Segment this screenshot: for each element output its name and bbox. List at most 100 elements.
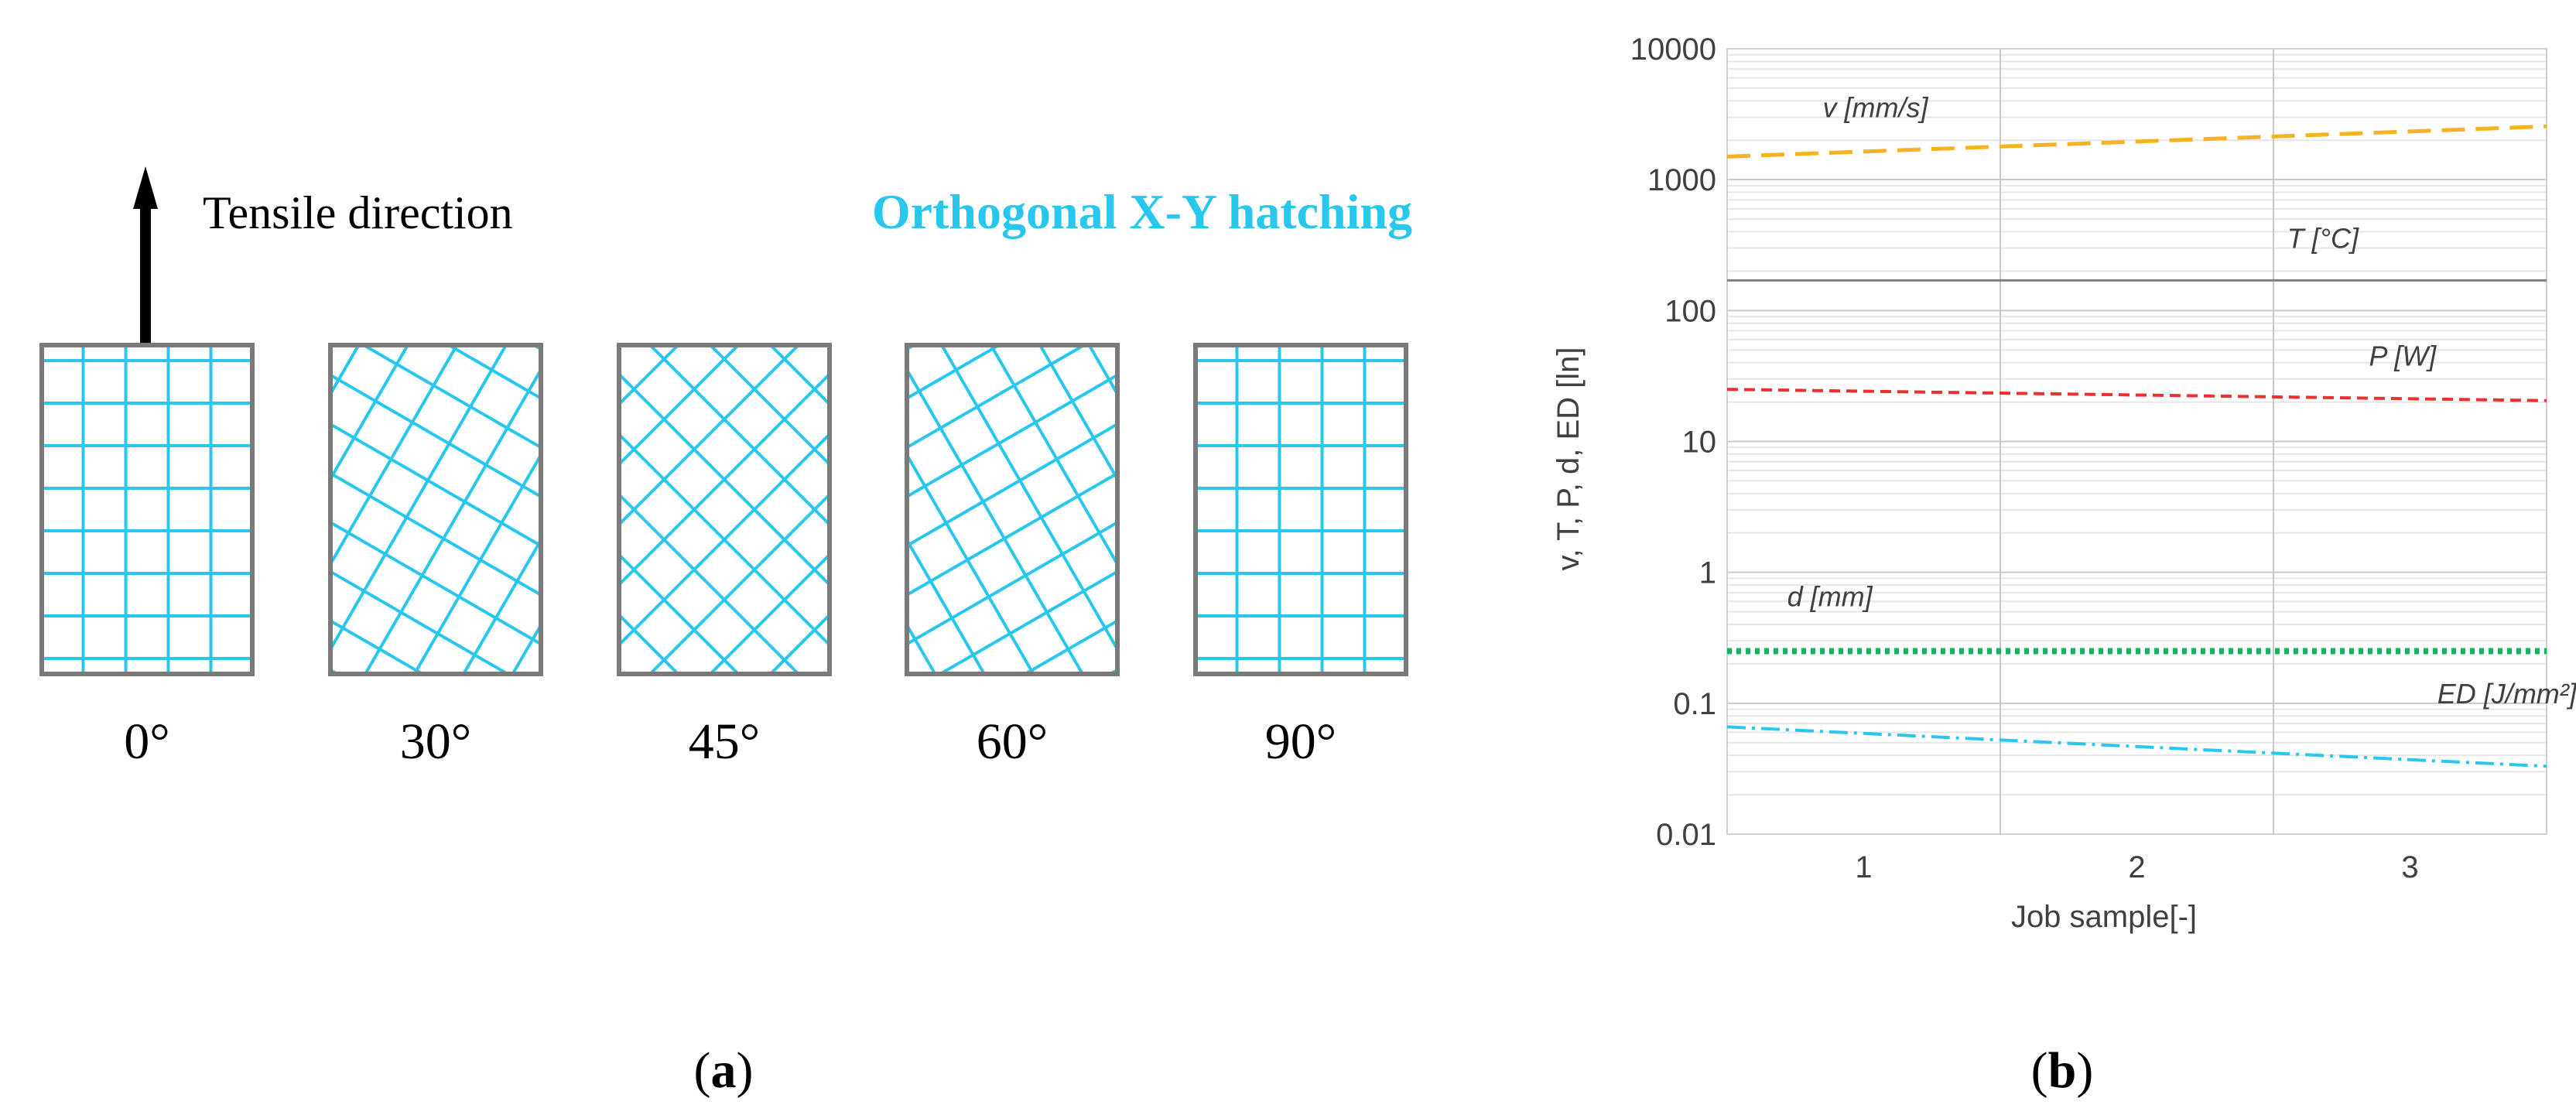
specimen-outline — [905, 343, 1120, 676]
angle-label-90: 90° — [1265, 713, 1336, 770]
hatch-line — [939, 345, 1117, 653]
panel-a-caption: (a) — [694, 1042, 754, 1099]
hatch-line — [165, 522, 712, 1069]
hatch-line — [907, 422, 1117, 548]
hatch-line — [907, 366, 1085, 674]
hatch-line — [619, 345, 621, 347]
series-label-v: v [mm/s] — [1823, 91, 1929, 123]
panel-b-caption-close: ) — [2076, 1042, 2093, 1099]
hatch-line — [461, 536, 541, 674]
series-label-t: T [°C] — [2287, 223, 2359, 255]
angle-label-45: 45° — [689, 713, 760, 770]
hatch-line — [539, 77, 1209, 463]
hatch-line — [858, 629, 1528, 1016]
hatch-line — [619, 345, 741, 467]
specimen-group — [0, 0, 1528, 1069]
angle-label-60: 60° — [977, 713, 1048, 770]
hatch-line — [39, 57, 426, 727]
hatch-line — [330, 422, 541, 548]
hatch-line — [330, 520, 541, 646]
hatch-line — [255, 432, 802, 979]
y-axis-title: v, T, P, d, ED [ln] — [1551, 347, 1586, 570]
hatch-line — [619, 371, 830, 587]
y-tick-label: 1000 — [1647, 163, 1716, 197]
panel-a-caption-open: ( — [694, 1042, 711, 1099]
hatch-line — [217, 114, 888, 501]
hatch-line — [475, 0, 1145, 353]
specimen-0 — [39, 343, 255, 676]
hatch-line — [330, 569, 511, 674]
specimen-outline — [1193, 343, 1408, 676]
specimen-outline — [617, 343, 832, 676]
hatch-line — [330, 471, 541, 597]
y-tick-label: 10000 — [1630, 32, 1716, 67]
hatch-line — [330, 345, 459, 568]
tensile-direction-arrow — [133, 166, 158, 345]
panel-b-caption: (b) — [2031, 1042, 2094, 1099]
hatch-line — [225, 10, 772, 557]
hatch-line — [936, 569, 1117, 674]
angle-label-30: 30° — [400, 713, 471, 770]
panel-b-caption-letter: b — [2048, 1042, 2077, 1099]
hatch-line — [330, 345, 508, 653]
y-tick-label: 0.1 — [1673, 687, 1716, 721]
specimen-outline — [39, 343, 255, 676]
hatch-line — [0, 593, 611, 980]
panel-a-hatching-schematic: Tensile direction Orthogonal X-Y hatchin… — [0, 0, 1528, 1099]
hatch-line — [0, 629, 590, 1016]
hatch-line — [1095, 15, 1482, 685]
hatch-line — [984, 79, 1371, 749]
hatch-line — [706, 0, 1254, 527]
hatch-line — [828, 345, 830, 347]
hatch-line — [1021, 618, 1117, 674]
specimen-45 — [165, 0, 1254, 1069]
hatch-line — [363, 366, 541, 674]
hatch-line — [676, 10, 1223, 557]
panel-b-chart: 0.01 0.1 1 10 100 1000 10000 1 2 3 v [mm/s] T [°C… — [1551, 32, 2576, 1099]
series-label-p: P [W] — [2369, 340, 2437, 371]
x-axis-title: Job sample[-] — [2011, 900, 2197, 934]
chart-frame — [1726, 48, 2547, 835]
panel-a-caption-letter: a — [711, 1042, 737, 1099]
hatch-line — [0, 0, 316, 664]
tensile-direction-label: Tensile direction — [203, 187, 513, 238]
hatch-line — [330, 373, 541, 499]
hatch-line — [989, 345, 1117, 568]
hatch-line — [708, 345, 830, 467]
hatch-line — [330, 345, 410, 483]
hatch-line — [0, 556, 632, 942]
x-tick-label: 2 — [2128, 850, 2145, 884]
hatch-line — [648, 345, 830, 527]
hatch-line — [907, 520, 1117, 646]
hatch-line — [907, 451, 1035, 674]
hatch-line — [255, 40, 802, 587]
series-labels: v [mm/s] T [°C] P [W] d [mm] ED [J/mm²] — [1787, 91, 2576, 709]
y-tick-labels: 0.01 0.1 1 10 100 1000 10000 — [1630, 32, 1716, 852]
hatch-line — [816, 556, 1486, 942]
chart-grid — [1727, 48, 2547, 835]
series-line-p — [1726, 388, 2547, 402]
y-tick-label: 1 — [1699, 556, 1716, 590]
hatch-line — [360, 345, 541, 450]
specimen-30 — [0, 0, 888, 1016]
hatch-line — [907, 345, 1088, 450]
hatch-line — [542, 334, 929, 1004]
hatch-line — [560, 114, 1230, 501]
y-tick-label: 0.01 — [1656, 818, 1716, 852]
angle-label-0: 0° — [124, 713, 169, 770]
hatch-line — [619, 552, 741, 674]
panel-b-caption-open: ( — [2031, 1042, 2048, 1099]
hatch-line — [907, 373, 1117, 499]
series-line-ed — [1726, 725, 2547, 768]
hatch-line — [1038, 345, 1117, 483]
hatch-line — [1132, 0, 1519, 664]
hatching-strategy-label: Orthogonal X-Y hatching — [872, 184, 1412, 239]
hatch-line — [77, 79, 464, 749]
hatch-line — [412, 451, 541, 674]
hatch-line — [907, 345, 1003, 401]
x-tick-label: 1 — [1855, 850, 1872, 884]
hatch-line — [1021, 57, 1408, 727]
hatch-line — [907, 471, 1117, 597]
hatch-line — [619, 492, 801, 674]
